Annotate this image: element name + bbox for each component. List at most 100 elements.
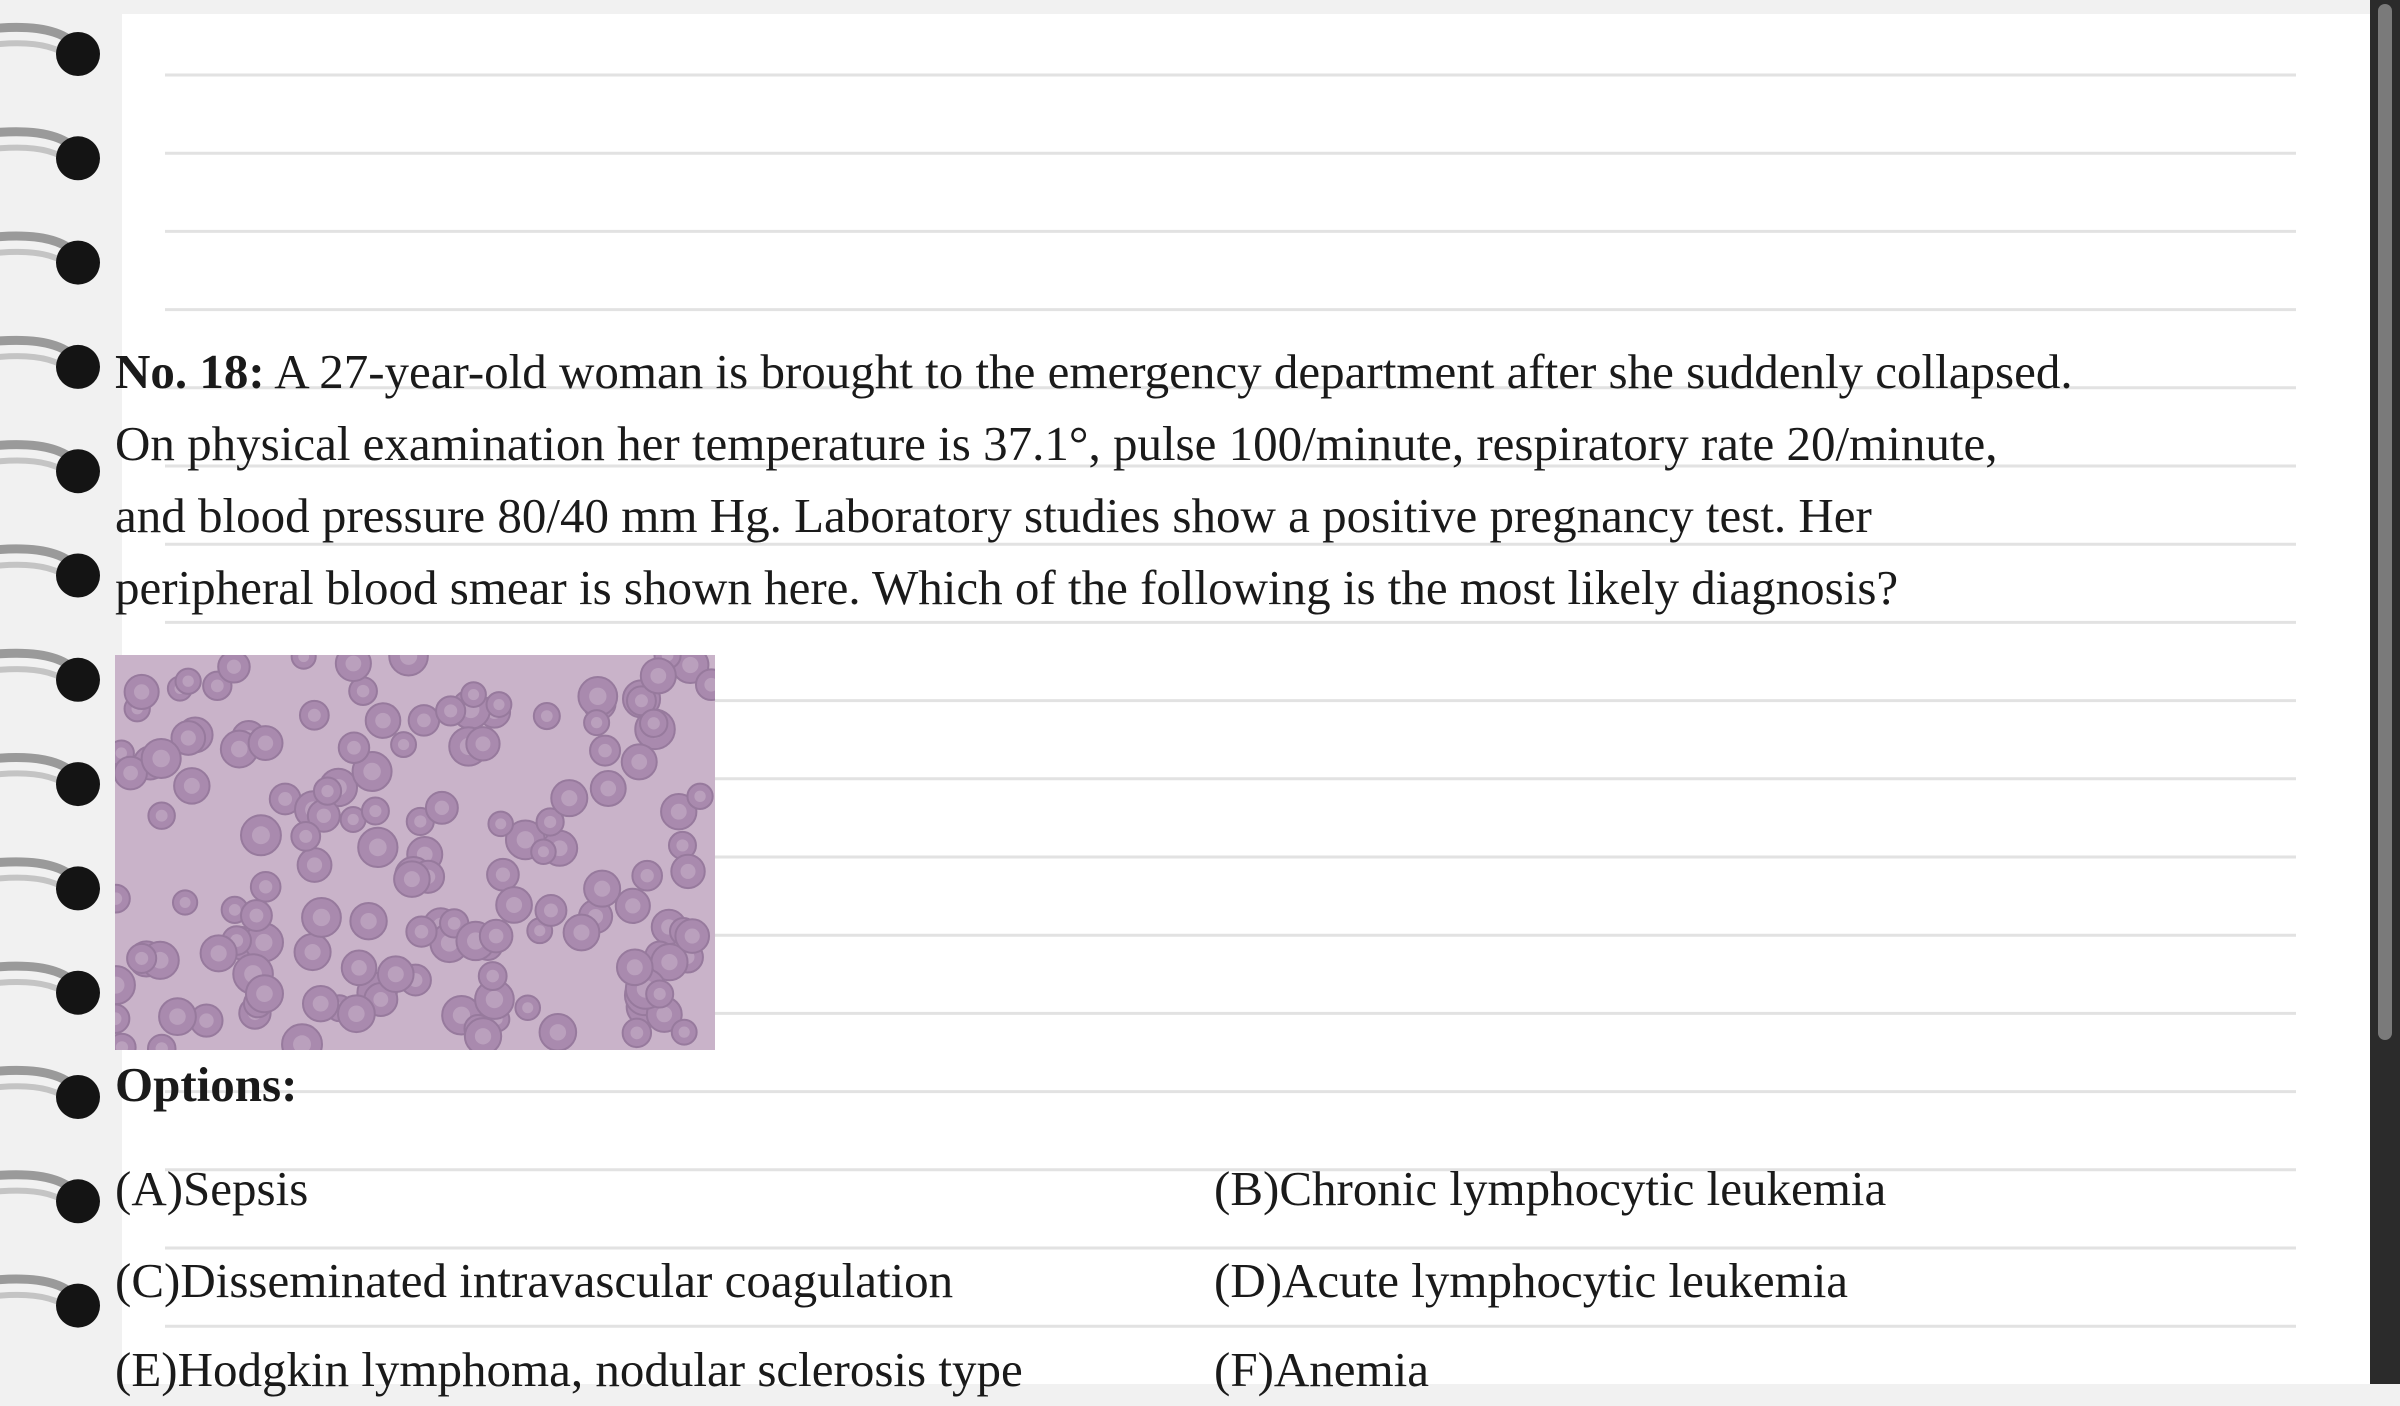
question-line: No. 18: A 27-year-old woman is brought t… xyxy=(115,336,2073,408)
option[interactable]: (A)Sepsis xyxy=(115,1161,309,1216)
option[interactable]: (C)Disseminated intravascular coagulatio… xyxy=(115,1253,954,1308)
cell-center xyxy=(306,857,323,873)
ring-hole xyxy=(56,136,100,181)
cell-center xyxy=(180,730,196,746)
cell-center xyxy=(299,829,313,843)
cell-center xyxy=(417,713,431,728)
cell-center xyxy=(647,717,660,730)
cell-center xyxy=(115,892,123,905)
cell-center xyxy=(356,684,370,698)
ring-hole xyxy=(56,240,100,285)
ring-hole xyxy=(56,762,100,807)
cell-center xyxy=(506,896,523,913)
cell-center xyxy=(540,710,553,722)
cell-center xyxy=(210,679,224,693)
cell-center xyxy=(293,1035,312,1050)
cell-center xyxy=(115,976,125,994)
cell-center xyxy=(312,908,331,927)
cell-center xyxy=(656,1006,673,1023)
options-heading: Options: xyxy=(115,1057,298,1112)
cell-center xyxy=(486,969,499,983)
ring-hole xyxy=(56,1179,100,1224)
cell-center xyxy=(670,803,687,820)
cell-center xyxy=(321,785,334,798)
ring-hole xyxy=(56,970,100,1015)
cell-center xyxy=(347,740,361,755)
cell-center xyxy=(537,846,549,858)
option[interactable]: (E)Hodgkin lymphoma, nodular sclerosis t… xyxy=(115,1342,1023,1397)
cell-center xyxy=(440,934,458,952)
cell-center xyxy=(653,987,666,1001)
scrollbar-thumb[interactable] xyxy=(2378,4,2392,1040)
cell-center xyxy=(626,959,643,976)
cell-center xyxy=(169,1008,186,1025)
cell-center xyxy=(115,1012,122,1026)
cell-center xyxy=(495,867,511,882)
cell-center xyxy=(298,655,310,663)
ring-hole xyxy=(56,866,100,911)
cell-center xyxy=(179,897,191,908)
cell-center xyxy=(598,743,612,758)
cell-center xyxy=(549,1024,567,1041)
cell-center xyxy=(228,903,241,916)
cell-center xyxy=(345,655,362,672)
cell-center xyxy=(368,838,387,857)
cell-center xyxy=(561,790,578,807)
cell-center xyxy=(522,1002,534,1014)
cell-center xyxy=(347,813,359,826)
ring-hole xyxy=(56,1075,100,1119)
ring-hole xyxy=(56,657,100,702)
option[interactable]: (F)Anemia xyxy=(1214,1342,1429,1397)
cell-center xyxy=(434,800,450,816)
cell-center xyxy=(135,951,149,965)
scrollbar[interactable] xyxy=(2370,0,2400,1384)
cell-center xyxy=(399,655,418,665)
cell-center xyxy=(155,1042,168,1050)
cell-center xyxy=(210,945,227,962)
cell-center xyxy=(650,667,667,684)
cell-center xyxy=(661,953,678,971)
cell-center xyxy=(452,1006,471,1024)
cell-center xyxy=(251,826,270,845)
cell-center xyxy=(543,903,558,918)
cell-center xyxy=(397,738,410,751)
cell-center xyxy=(373,992,389,1007)
cell xyxy=(115,965,136,1006)
cell-center xyxy=(495,818,507,830)
cell-center xyxy=(348,1005,365,1022)
question-text: and blood pressure 80/40 mm Hg. Laborato… xyxy=(115,488,1872,543)
question-text: A 27-year-old woman is brought to the em… xyxy=(274,344,2073,399)
cell-center xyxy=(123,765,138,781)
cell-center xyxy=(631,754,648,770)
ring-hole xyxy=(56,1283,100,1328)
cell xyxy=(388,655,429,677)
cell-center xyxy=(516,831,535,849)
cell-center xyxy=(704,677,715,692)
option[interactable]: (D)Acute lymphocytic leukemia xyxy=(1214,1253,1849,1308)
cell-center xyxy=(155,809,168,822)
cell-center xyxy=(444,704,458,718)
cell-center xyxy=(682,656,699,674)
cell-center xyxy=(256,985,273,1003)
cell-center xyxy=(634,694,648,708)
question-text: peripheral blood smear is shown here. Wh… xyxy=(115,560,1899,615)
cell-center xyxy=(544,815,557,829)
cell-center xyxy=(304,943,321,961)
cell-center xyxy=(678,1026,690,1038)
blood-smear-image xyxy=(115,655,715,1050)
question-number: No. 18: xyxy=(115,344,265,399)
cell-center xyxy=(475,736,491,752)
cell-center xyxy=(375,712,391,729)
cell xyxy=(115,883,131,914)
cell-center xyxy=(488,928,504,944)
cell-center xyxy=(474,1028,492,1045)
cell-center xyxy=(447,916,461,930)
option[interactable]: (B)Chronic lymphocytic leukemia xyxy=(1214,1161,1887,1216)
cell-center xyxy=(414,924,429,939)
cell-center xyxy=(133,684,150,700)
cell-center xyxy=(351,960,367,976)
cell-center xyxy=(684,928,700,944)
cell-center xyxy=(414,815,427,828)
cell-center xyxy=(600,780,617,797)
cell-center xyxy=(467,689,480,701)
